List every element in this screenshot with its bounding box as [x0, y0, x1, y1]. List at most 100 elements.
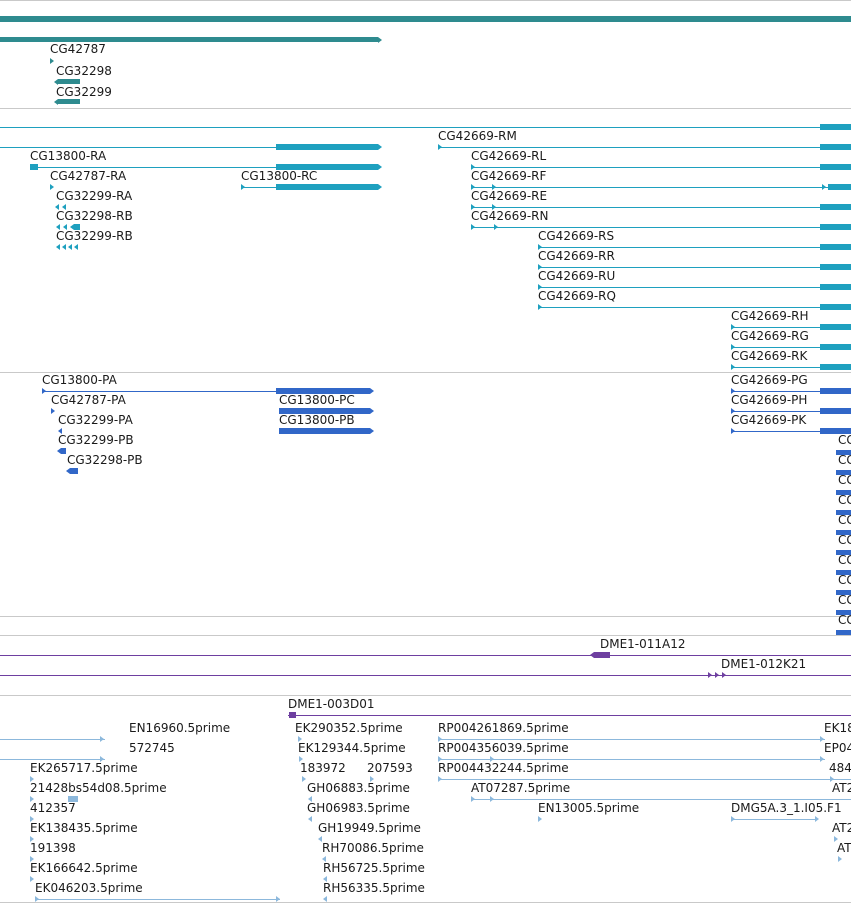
feature-line[interactable] — [0, 655, 851, 656]
feature-label[interactable]: EN16960.5prime — [129, 721, 231, 735]
feature-exon[interactable] — [820, 304, 851, 310]
feature-exon[interactable] — [820, 204, 851, 210]
feature-line[interactable] — [471, 167, 851, 168]
feature-line[interactable] — [438, 739, 825, 740]
feature-line[interactable] — [471, 187, 851, 188]
gene-label[interactable]: CG32299 — [56, 85, 112, 99]
feature-label[interactable]: CG42669-RQ — [538, 289, 616, 303]
feature-exon[interactable] — [836, 450, 851, 455]
feature-line[interactable] — [0, 759, 105, 760]
feature-exon[interactable] — [820, 388, 851, 394]
feature-label[interactable]: CG32298-PB — [67, 453, 143, 467]
feature-label[interactable]: CG32298-RB — [56, 209, 133, 223]
feature-exon[interactable] — [279, 408, 370, 414]
feature-exon[interactable] — [276, 164, 378, 170]
feature-line[interactable] — [471, 227, 851, 228]
feature-label[interactable]: 484 — [829, 761, 851, 775]
feature-exon[interactable] — [836, 590, 851, 595]
feature-label[interactable]: EK129344.5prime — [298, 741, 406, 755]
feature-label[interactable]: CG — [838, 473, 851, 487]
feature-exon[interactable] — [836, 550, 851, 555]
feature-label[interactable]: EK138435.5prime — [30, 821, 138, 835]
gene-label[interactable]: CG32298 — [56, 64, 112, 78]
feature-label[interactable]: 572745 — [129, 741, 175, 755]
feature-label[interactable]: CG13800-RC — [241, 169, 318, 183]
feature-exon[interactable] — [820, 144, 851, 150]
gene-bar[interactable] — [58, 99, 80, 104]
feature-label[interactable]: EP04 — [824, 741, 851, 755]
feature-label[interactable]: RP004432244.5prime — [438, 761, 569, 775]
feature-label[interactable]: CG42787-PA — [51, 393, 126, 407]
feature-exon[interactable] — [836, 570, 851, 575]
feature-line[interactable] — [538, 287, 851, 288]
feature-label[interactable]: DME1-003D01 — [288, 697, 375, 711]
feature-exon[interactable] — [836, 510, 851, 515]
gene-label[interactable]: CG42787 — [50, 42, 106, 56]
feature-exon[interactable] — [289, 712, 296, 718]
feature-label[interactable]: RP004356039.5prime — [438, 741, 569, 755]
feature-line[interactable] — [438, 759, 825, 760]
feature-line[interactable] — [538, 267, 851, 268]
feature-line[interactable] — [471, 207, 851, 208]
feature-exon[interactable] — [68, 796, 78, 802]
feature-exon[interactable] — [279, 428, 370, 434]
feature-line[interactable] — [731, 367, 851, 368]
feature-label[interactable]: CG42787-RA — [50, 169, 127, 183]
feature-exon[interactable] — [820, 324, 851, 330]
feature-exon[interactable] — [820, 408, 851, 414]
feature-label[interactable]: GH06883.5prime — [307, 781, 410, 795]
feature-label[interactable]: AT2 — [832, 821, 851, 835]
feature-label[interactable]: RH56335.5prime — [323, 881, 425, 895]
feature-label[interactable]: DME1-011A12 — [600, 637, 686, 651]
feature-line[interactable] — [731, 347, 851, 348]
feature-label[interactable]: 191398 — [30, 841, 76, 855]
feature-label[interactable]: CG42669-RE — [471, 189, 548, 203]
feature-label[interactable]: CG — [838, 513, 851, 527]
feature-label[interactable]: RH56725.5prime — [323, 861, 425, 875]
feature-label[interactable]: CG13800-RA — [30, 149, 107, 163]
feature-label[interactable]: DME1-012K21 — [721, 657, 807, 671]
feature-label[interactable]: CG42669-RU — [538, 269, 616, 283]
feature-label[interactable]: CG42669-RR — [538, 249, 615, 263]
feature-label[interactable]: CG — [838, 593, 851, 607]
feature-line[interactable] — [30, 167, 378, 168]
feature-label[interactable]: CG42669-RG — [731, 329, 809, 343]
gene-bar[interactable] — [58, 79, 80, 84]
feature-label[interactable]: 21428bs54d08.5prime — [30, 781, 167, 795]
feature-exon[interactable] — [836, 530, 851, 535]
feature-line[interactable] — [731, 391, 851, 392]
feature-label[interactable]: CG — [838, 553, 851, 567]
feature-line[interactable] — [731, 819, 815, 820]
feature-label[interactable]: CG13800-PA — [42, 373, 117, 387]
feature-exon[interactable] — [820, 428, 851, 434]
feature-label[interactable]: CG32299-RA — [56, 189, 133, 203]
feature-line[interactable] — [0, 127, 851, 128]
feature-label[interactable]: AT07287.5prime — [471, 781, 571, 795]
feature-label[interactable]: AT — [837, 841, 851, 855]
feature-label[interactable]: CG42669-RM — [438, 129, 517, 143]
feature-label[interactable]: CG42669-PG — [731, 373, 808, 387]
feature-line[interactable] — [731, 431, 851, 432]
feature-exon[interactable] — [820, 344, 851, 350]
feature-label[interactable]: GH19949.5prime — [318, 821, 421, 835]
feature-line[interactable] — [42, 391, 370, 392]
feature-label[interactable]: CG13800-PB — [279, 413, 355, 427]
feature-exon[interactable] — [820, 124, 851, 130]
feature-label[interactable]: GH06983.5prime — [307, 801, 410, 815]
feature-exon[interactable] — [30, 164, 38, 170]
feature-label[interactable]: CG — [838, 493, 851, 507]
feature-exon[interactable] — [820, 264, 851, 270]
feature-exon[interactable] — [820, 364, 851, 370]
feature-line[interactable] — [438, 779, 851, 780]
feature-label[interactable]: CG42669-RF — [471, 169, 547, 183]
feature-line[interactable] — [438, 147, 851, 148]
feature-label[interactable]: 207593 — [367, 761, 413, 775]
feature-label[interactable]: EK290352.5prime — [295, 721, 403, 735]
feature-line[interactable] — [0, 147, 378, 148]
feature-exon[interactable] — [820, 164, 851, 170]
feature-exon[interactable] — [70, 468, 78, 474]
feature-label[interactable]: CG42669-RK — [731, 349, 808, 363]
feature-exon[interactable] — [836, 470, 851, 475]
gene-bar[interactable] — [0, 37, 378, 42]
feature-exon[interactable] — [820, 244, 851, 250]
